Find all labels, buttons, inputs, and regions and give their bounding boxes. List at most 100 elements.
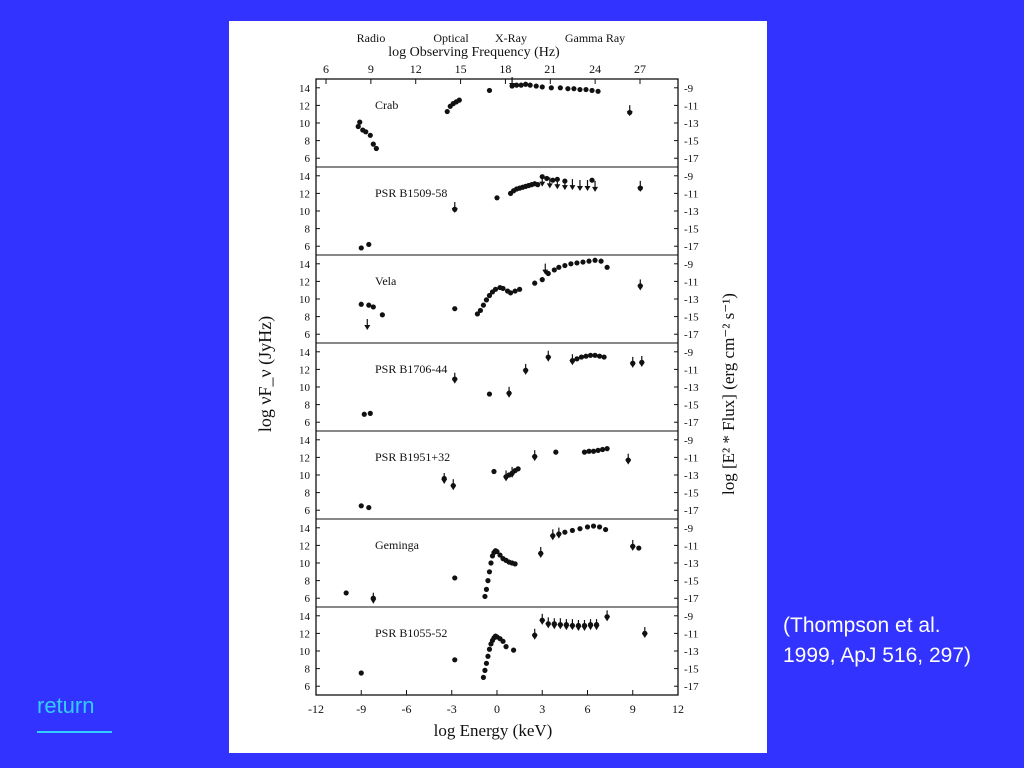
data-point xyxy=(557,85,563,91)
data-point xyxy=(500,285,506,292)
upper-limit-arrowhead xyxy=(509,472,516,478)
data-point xyxy=(533,83,539,89)
upper-limit-arrowhead xyxy=(542,269,549,275)
right-tick-label: -13 xyxy=(684,118,699,130)
data-point xyxy=(456,97,462,103)
left-tick-label: 12 xyxy=(299,188,310,200)
left-tick-label: 10 xyxy=(299,470,311,482)
data-point xyxy=(544,175,550,182)
top-tick-label: 24 xyxy=(589,62,601,76)
data-point xyxy=(592,257,598,263)
right-tick-label: -17 xyxy=(684,329,699,341)
upper-limit-arrowhead xyxy=(531,634,538,640)
upper-limit-arrowhead xyxy=(587,625,594,631)
bottom-tick-label: 3 xyxy=(539,702,545,716)
left-tick-label: 6 xyxy=(305,153,311,165)
panel-title: Geminga xyxy=(375,538,420,552)
upper-limit-arrowhead xyxy=(546,183,553,189)
data-point xyxy=(562,529,568,535)
data-point xyxy=(486,646,493,652)
right-tick-label: -11 xyxy=(684,364,698,376)
right-tick-label: -15 xyxy=(684,576,699,588)
top-tick-label: 18 xyxy=(499,62,511,76)
data-point xyxy=(483,586,490,593)
left-tick-label: 12 xyxy=(299,540,310,552)
data-point xyxy=(556,264,562,270)
upper-limit-arrowhead xyxy=(592,186,599,192)
data-point xyxy=(569,527,576,534)
right-tick-label: -9 xyxy=(684,83,694,95)
band-label: Optical xyxy=(433,31,469,45)
data-point xyxy=(452,657,458,663)
data-point xyxy=(366,504,372,511)
data-point xyxy=(366,241,372,248)
data-point xyxy=(488,560,494,566)
upper-limit-arrowhead xyxy=(450,485,457,491)
data-point xyxy=(578,354,585,360)
bottom-tick-label: -3 xyxy=(447,702,457,716)
right-tick-label: -13 xyxy=(684,558,699,570)
left-tick-label: 14 xyxy=(299,523,311,535)
data-point xyxy=(604,446,610,452)
bottom-tick-label: -6 xyxy=(402,702,412,716)
citation: (Thompson et al. 1999, ApJ 516, 297) xyxy=(783,611,971,671)
left-tick-label: 14 xyxy=(299,435,311,447)
data-point xyxy=(355,123,361,130)
right-tick-label: -13 xyxy=(684,294,699,306)
return-link[interactable]: return xyxy=(37,693,95,718)
bottom-tick-label: -9 xyxy=(356,702,366,716)
data-point xyxy=(539,277,545,283)
panel-title: PSR B1706-44 xyxy=(375,362,447,376)
data-point xyxy=(482,667,488,673)
upper-limit-arrowhead xyxy=(551,624,558,630)
left-tick-label: 10 xyxy=(299,646,311,658)
bottom-tick-label: 0 xyxy=(494,702,500,716)
data-point xyxy=(373,145,379,152)
upper-limit-arrowhead xyxy=(563,625,570,631)
band-label: Gamma Ray xyxy=(565,31,625,45)
data-point xyxy=(510,647,517,653)
data-point xyxy=(571,86,577,92)
data-point xyxy=(491,468,497,475)
left-tick-label: 10 xyxy=(299,206,311,218)
data-point xyxy=(518,82,524,88)
data-point xyxy=(503,644,509,650)
data-point xyxy=(587,352,594,358)
upper-limit-arrowhead xyxy=(509,83,516,89)
data-point xyxy=(596,524,603,530)
data-point xyxy=(486,391,493,397)
left-tick-label: 12 xyxy=(299,364,310,376)
upper-limit-arrowhead xyxy=(584,186,591,191)
left-tick-label: 14 xyxy=(299,171,311,183)
bottom-tick-label: 6 xyxy=(585,702,591,716)
data-point xyxy=(379,312,385,318)
data-point xyxy=(361,411,367,417)
left-tick-label: 12 xyxy=(299,452,310,464)
data-point xyxy=(584,524,591,530)
upper-limit-arrowhead xyxy=(638,362,645,367)
panel-title: Crab xyxy=(375,98,398,112)
left-tick-label: 12 xyxy=(299,628,310,640)
data-point xyxy=(482,593,488,600)
data-point xyxy=(480,674,487,681)
data-point xyxy=(452,306,458,312)
data-point xyxy=(577,526,583,532)
right-tick-label: -15 xyxy=(684,312,699,324)
right-tick-label: -9 xyxy=(684,611,694,623)
left-tick-label: 6 xyxy=(305,329,311,341)
right-tick-label: -17 xyxy=(684,241,699,253)
data-point xyxy=(512,288,518,294)
data-point xyxy=(568,261,574,267)
right-tick-label: -11 xyxy=(684,628,698,640)
left-tick-label: 6 xyxy=(305,241,311,253)
data-point xyxy=(507,290,514,296)
right-tick-label: -11 xyxy=(684,452,698,464)
data-point xyxy=(367,410,373,416)
upper-limit-arrowhead xyxy=(451,208,458,213)
top-tick-label: 21 xyxy=(544,62,556,76)
upper-limit-arrowhead xyxy=(539,181,546,187)
return-link-underline xyxy=(37,731,112,733)
panel-title: Vela xyxy=(375,274,397,288)
data-point xyxy=(580,259,586,265)
upper-limit-arrowhead xyxy=(637,285,644,291)
